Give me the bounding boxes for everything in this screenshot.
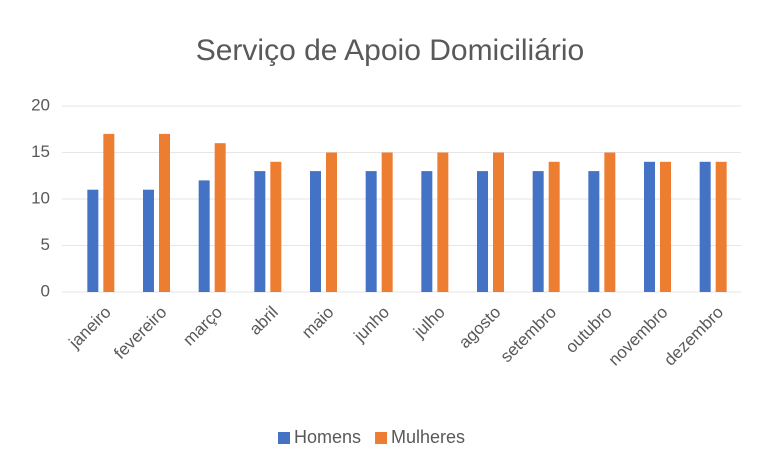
bar xyxy=(254,171,266,292)
y-tick-label: 15 xyxy=(31,142,50,161)
bar xyxy=(270,161,282,292)
x-tick-label: abril xyxy=(246,303,282,339)
x-tick-label: agosto xyxy=(455,303,505,353)
y-tick-label: 0 xyxy=(41,281,50,300)
bar xyxy=(604,152,616,292)
x-tick-label: janeiro xyxy=(65,303,115,353)
bar xyxy=(381,152,393,292)
bar xyxy=(644,161,655,292)
legend-swatch xyxy=(278,432,290,444)
legend-label: Mulheres xyxy=(391,427,465,447)
x-tick-label: maio xyxy=(298,303,337,342)
x-tick-label: março xyxy=(179,303,226,350)
bar xyxy=(532,171,544,292)
x-tick-label: dezembro xyxy=(660,303,727,370)
x-tick-label: novembro xyxy=(605,303,672,370)
bar xyxy=(159,133,170,292)
legend-label: Homens xyxy=(294,427,361,447)
bar xyxy=(660,161,671,292)
x-tick-label: julho xyxy=(409,303,449,343)
bar xyxy=(87,189,99,292)
y-tick-label: 20 xyxy=(31,95,50,114)
bar xyxy=(365,171,377,292)
bar xyxy=(421,171,433,292)
x-tick-label: outubro xyxy=(562,303,616,357)
bar xyxy=(477,171,488,292)
bar xyxy=(310,171,321,292)
bar xyxy=(103,133,115,292)
bar xyxy=(699,161,711,292)
bar xyxy=(326,152,337,292)
bar xyxy=(715,161,727,292)
chart-title: Serviço de Apoio Domiciliário xyxy=(196,34,585,67)
x-tick-label: setembro xyxy=(497,303,561,367)
y-tick-label: 10 xyxy=(31,188,50,207)
bar xyxy=(437,152,449,292)
bar xyxy=(198,180,210,292)
bar xyxy=(548,161,560,292)
bar xyxy=(143,189,154,292)
x-tick-label: fevereiro xyxy=(110,303,170,363)
legend-swatch xyxy=(375,432,388,444)
bar xyxy=(588,171,600,292)
x-tick-label: junho xyxy=(350,303,394,347)
bar xyxy=(493,152,504,292)
y-tick-label: 5 xyxy=(41,235,50,254)
bar xyxy=(214,143,226,292)
